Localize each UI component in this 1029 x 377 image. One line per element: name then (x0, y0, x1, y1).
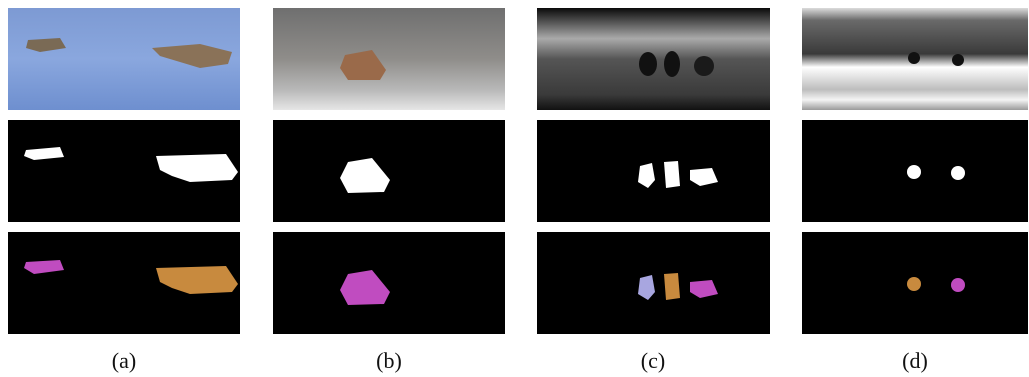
instance-image (273, 232, 505, 334)
defect (952, 54, 964, 66)
mask-image (273, 120, 505, 222)
input-image (273, 8, 505, 110)
caption: (d) (902, 348, 928, 373)
page: (a) (b) (c) (d) (( (0, 0, 1029, 377)
defect (908, 52, 920, 64)
mask-region (951, 166, 965, 180)
column-b: (b) (273, 8, 505, 373)
figure: (a) (b) (c) (d) (0, 0, 1029, 377)
instance-region (664, 273, 680, 300)
column-c: (c) (537, 8, 770, 373)
mask-region (907, 165, 921, 179)
instance-region (951, 278, 965, 292)
mask-image (537, 120, 770, 222)
instance-region (907, 277, 921, 291)
mask-region (664, 161, 680, 188)
column-a: (a) (8, 8, 240, 373)
defect (664, 51, 680, 77)
instance-image (537, 232, 770, 334)
defect (694, 56, 714, 76)
column-d: (d) (802, 8, 1028, 373)
defect (639, 52, 657, 76)
caption: (c) (641, 348, 665, 373)
caption: (a) (112, 348, 136, 373)
caption: (b) (376, 348, 402, 373)
